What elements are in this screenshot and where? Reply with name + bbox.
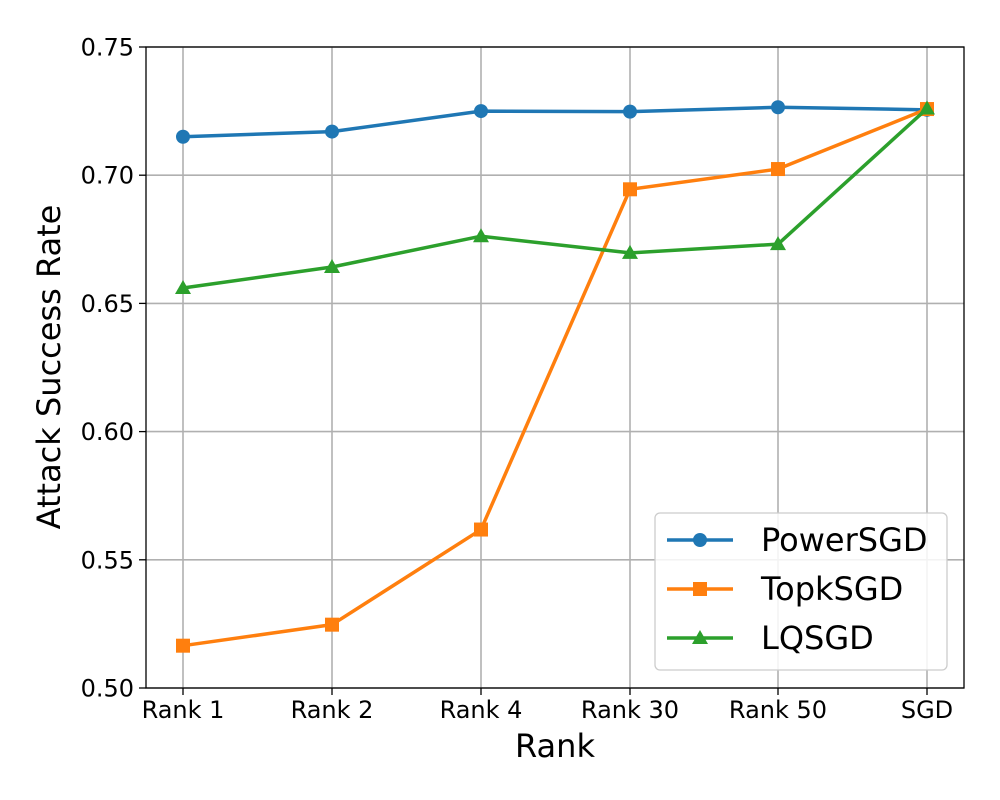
series-line [182, 107, 929, 290]
y-tick-label: 0.75 [81, 34, 134, 62]
x-tick-label: Rank 30 [581, 696, 679, 724]
series-lqsgd [175, 100, 935, 295]
topksgd-point [474, 522, 488, 537]
lqsgd-point [622, 244, 638, 259]
series-line [182, 107, 928, 648]
topksgd-point [623, 182, 637, 197]
x-tick-label: SGD [901, 696, 953, 724]
plot-frame [145, 46, 965, 689]
y-axis-title: Attack Success Rate [30, 205, 68, 530]
powersgd-point [623, 104, 637, 119]
series-line [182, 105, 928, 139]
lqsgd-point [770, 236, 786, 251]
topksgd-point [176, 638, 190, 653]
legend-label: LQSGD [761, 619, 874, 657]
axis-ticks: Rank 1 Rank 2 Rank 4 Rank 30 Rank 50 SGD 0.50 0… [81, 34, 954, 725]
x-axis-title: Rank [515, 727, 595, 765]
x-tick-label: Rank 2 [291, 696, 374, 724]
x-tick-label: Rank 50 [729, 696, 827, 724]
series-powersgd [176, 100, 934, 144]
series-lines [175, 100, 935, 653]
legend-marker [692, 630, 708, 644]
legend-label: TopkSGD [760, 570, 903, 608]
topksgd-point [771, 162, 785, 177]
y-tick-label: 0.65 [81, 290, 134, 318]
topksgd-point [325, 617, 339, 632]
lqsgd-point [175, 280, 191, 295]
x-tick-label: Rank 4 [440, 696, 523, 724]
legend-label: PowerSGD [761, 521, 928, 559]
lqsgd-point [324, 258, 340, 273]
powersgd-point [325, 124, 339, 139]
legend-box [654, 512, 948, 671]
powersgd-point [176, 129, 190, 144]
x-tick-label: Rank 1 [142, 696, 225, 724]
y-tick-label: 0.50 [81, 675, 134, 703]
legend-marker [693, 533, 707, 547]
legend-marker [693, 582, 707, 596]
powersgd-point [771, 100, 785, 115]
legend: PowerSGD TopkSGD LQSGD [654, 512, 948, 671]
y-tick-label: 0.70 [81, 162, 134, 190]
y-tick-label: 0.60 [81, 418, 134, 446]
y-tick-label: 0.55 [81, 546, 134, 574]
lqsgd-point [919, 100, 935, 115]
powersgd-point [474, 104, 488, 119]
lqsgd-point [473, 228, 489, 243]
